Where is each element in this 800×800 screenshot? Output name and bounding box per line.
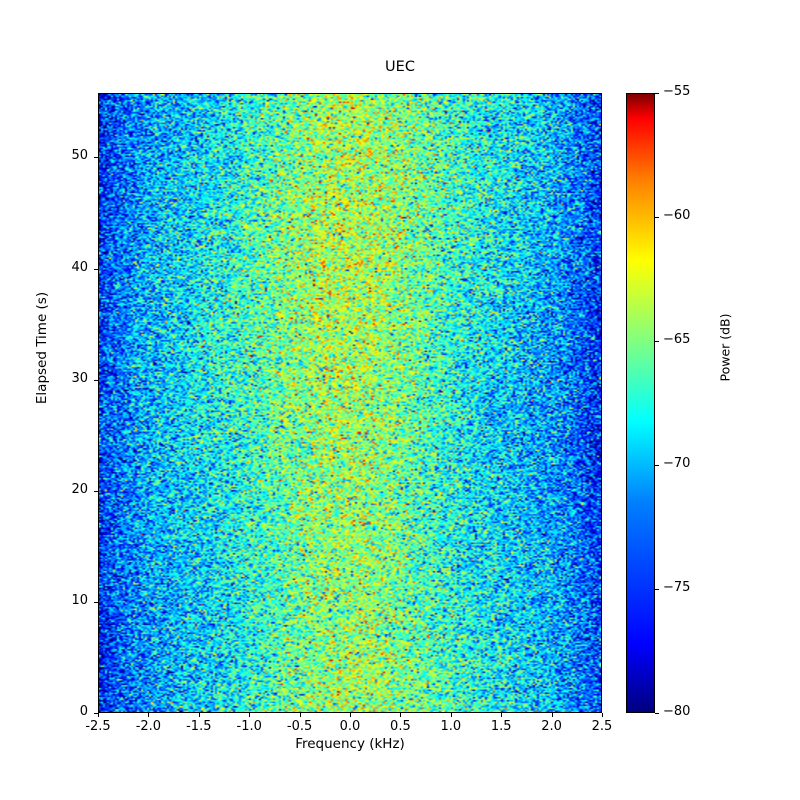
colorbar-label: Power (dB) xyxy=(717,313,733,382)
x-tick-label: 0.5 xyxy=(390,719,411,734)
x-tick-label: -2.0 xyxy=(135,719,162,734)
y-tick-label: 50 xyxy=(71,148,88,164)
y-tick-label: 10 xyxy=(71,592,88,608)
x-tick-label: 0.0 xyxy=(339,719,361,734)
x-tick-mark xyxy=(299,713,301,717)
x-axis-label: Frequency (kHz) xyxy=(295,736,405,752)
y-tick-mark xyxy=(94,713,98,714)
x-tick-mark xyxy=(249,713,251,717)
x-tick-mark xyxy=(450,713,452,717)
y-tick-mark xyxy=(94,379,98,381)
x-tick-label: 1.0 xyxy=(440,719,462,734)
y-tick-mark xyxy=(94,490,98,492)
x-tick-mark xyxy=(602,713,603,717)
colorbar-tick-label: −60 xyxy=(663,208,691,223)
y-axis-label: Elapsed Time (s) xyxy=(34,291,50,405)
colorbar-tick-mark xyxy=(655,589,659,590)
x-tick-mark xyxy=(501,713,503,717)
colorbar-tick-mark xyxy=(655,93,659,94)
x-tick-mark xyxy=(400,713,402,717)
x-tick-mark xyxy=(198,713,200,717)
x-tick-label: 1.5 xyxy=(490,719,512,734)
spectrogram-image xyxy=(99,94,601,712)
y-tick-mark xyxy=(94,157,98,159)
x-tick-label: -1.0 xyxy=(236,719,262,734)
x-tick-mark xyxy=(551,713,553,717)
x-tick-mark xyxy=(98,713,99,717)
colorbar-tick-mark xyxy=(655,465,659,466)
x-tick-label: 2.0 xyxy=(541,719,562,734)
spectrogram-axes xyxy=(98,93,602,713)
x-tick-mark xyxy=(350,713,351,717)
y-tick-mark xyxy=(94,601,98,603)
x-tick-label: -2.5 xyxy=(85,719,111,734)
colorbar-tick-mark xyxy=(655,217,659,218)
y-tick-label: 30 xyxy=(71,370,88,386)
colorbar xyxy=(626,93,655,713)
colorbar-tick-label: −70 xyxy=(663,456,691,471)
colorbar-tick-mark xyxy=(655,341,659,342)
x-tick-label: -1.5 xyxy=(186,719,212,734)
y-tick-label: 40 xyxy=(71,259,88,275)
colorbar-tick-mark xyxy=(655,713,659,714)
colorbar-tick-label: −75 xyxy=(663,580,691,595)
x-tick-label: -0.5 xyxy=(286,719,313,734)
colorbar-tick-label: −55 xyxy=(663,84,691,99)
y-tick-mark xyxy=(94,268,98,270)
y-tick-label: 20 xyxy=(71,481,88,497)
colorbar-tick-label: −65 xyxy=(663,332,691,347)
colorbar-tick-label: −80 xyxy=(663,704,691,719)
x-tick-mark xyxy=(148,713,150,717)
title-line-instrument: UEC xyxy=(385,59,415,75)
x-tick-label: 2.5 xyxy=(591,719,613,734)
y-tick-label: 0 xyxy=(79,704,88,719)
